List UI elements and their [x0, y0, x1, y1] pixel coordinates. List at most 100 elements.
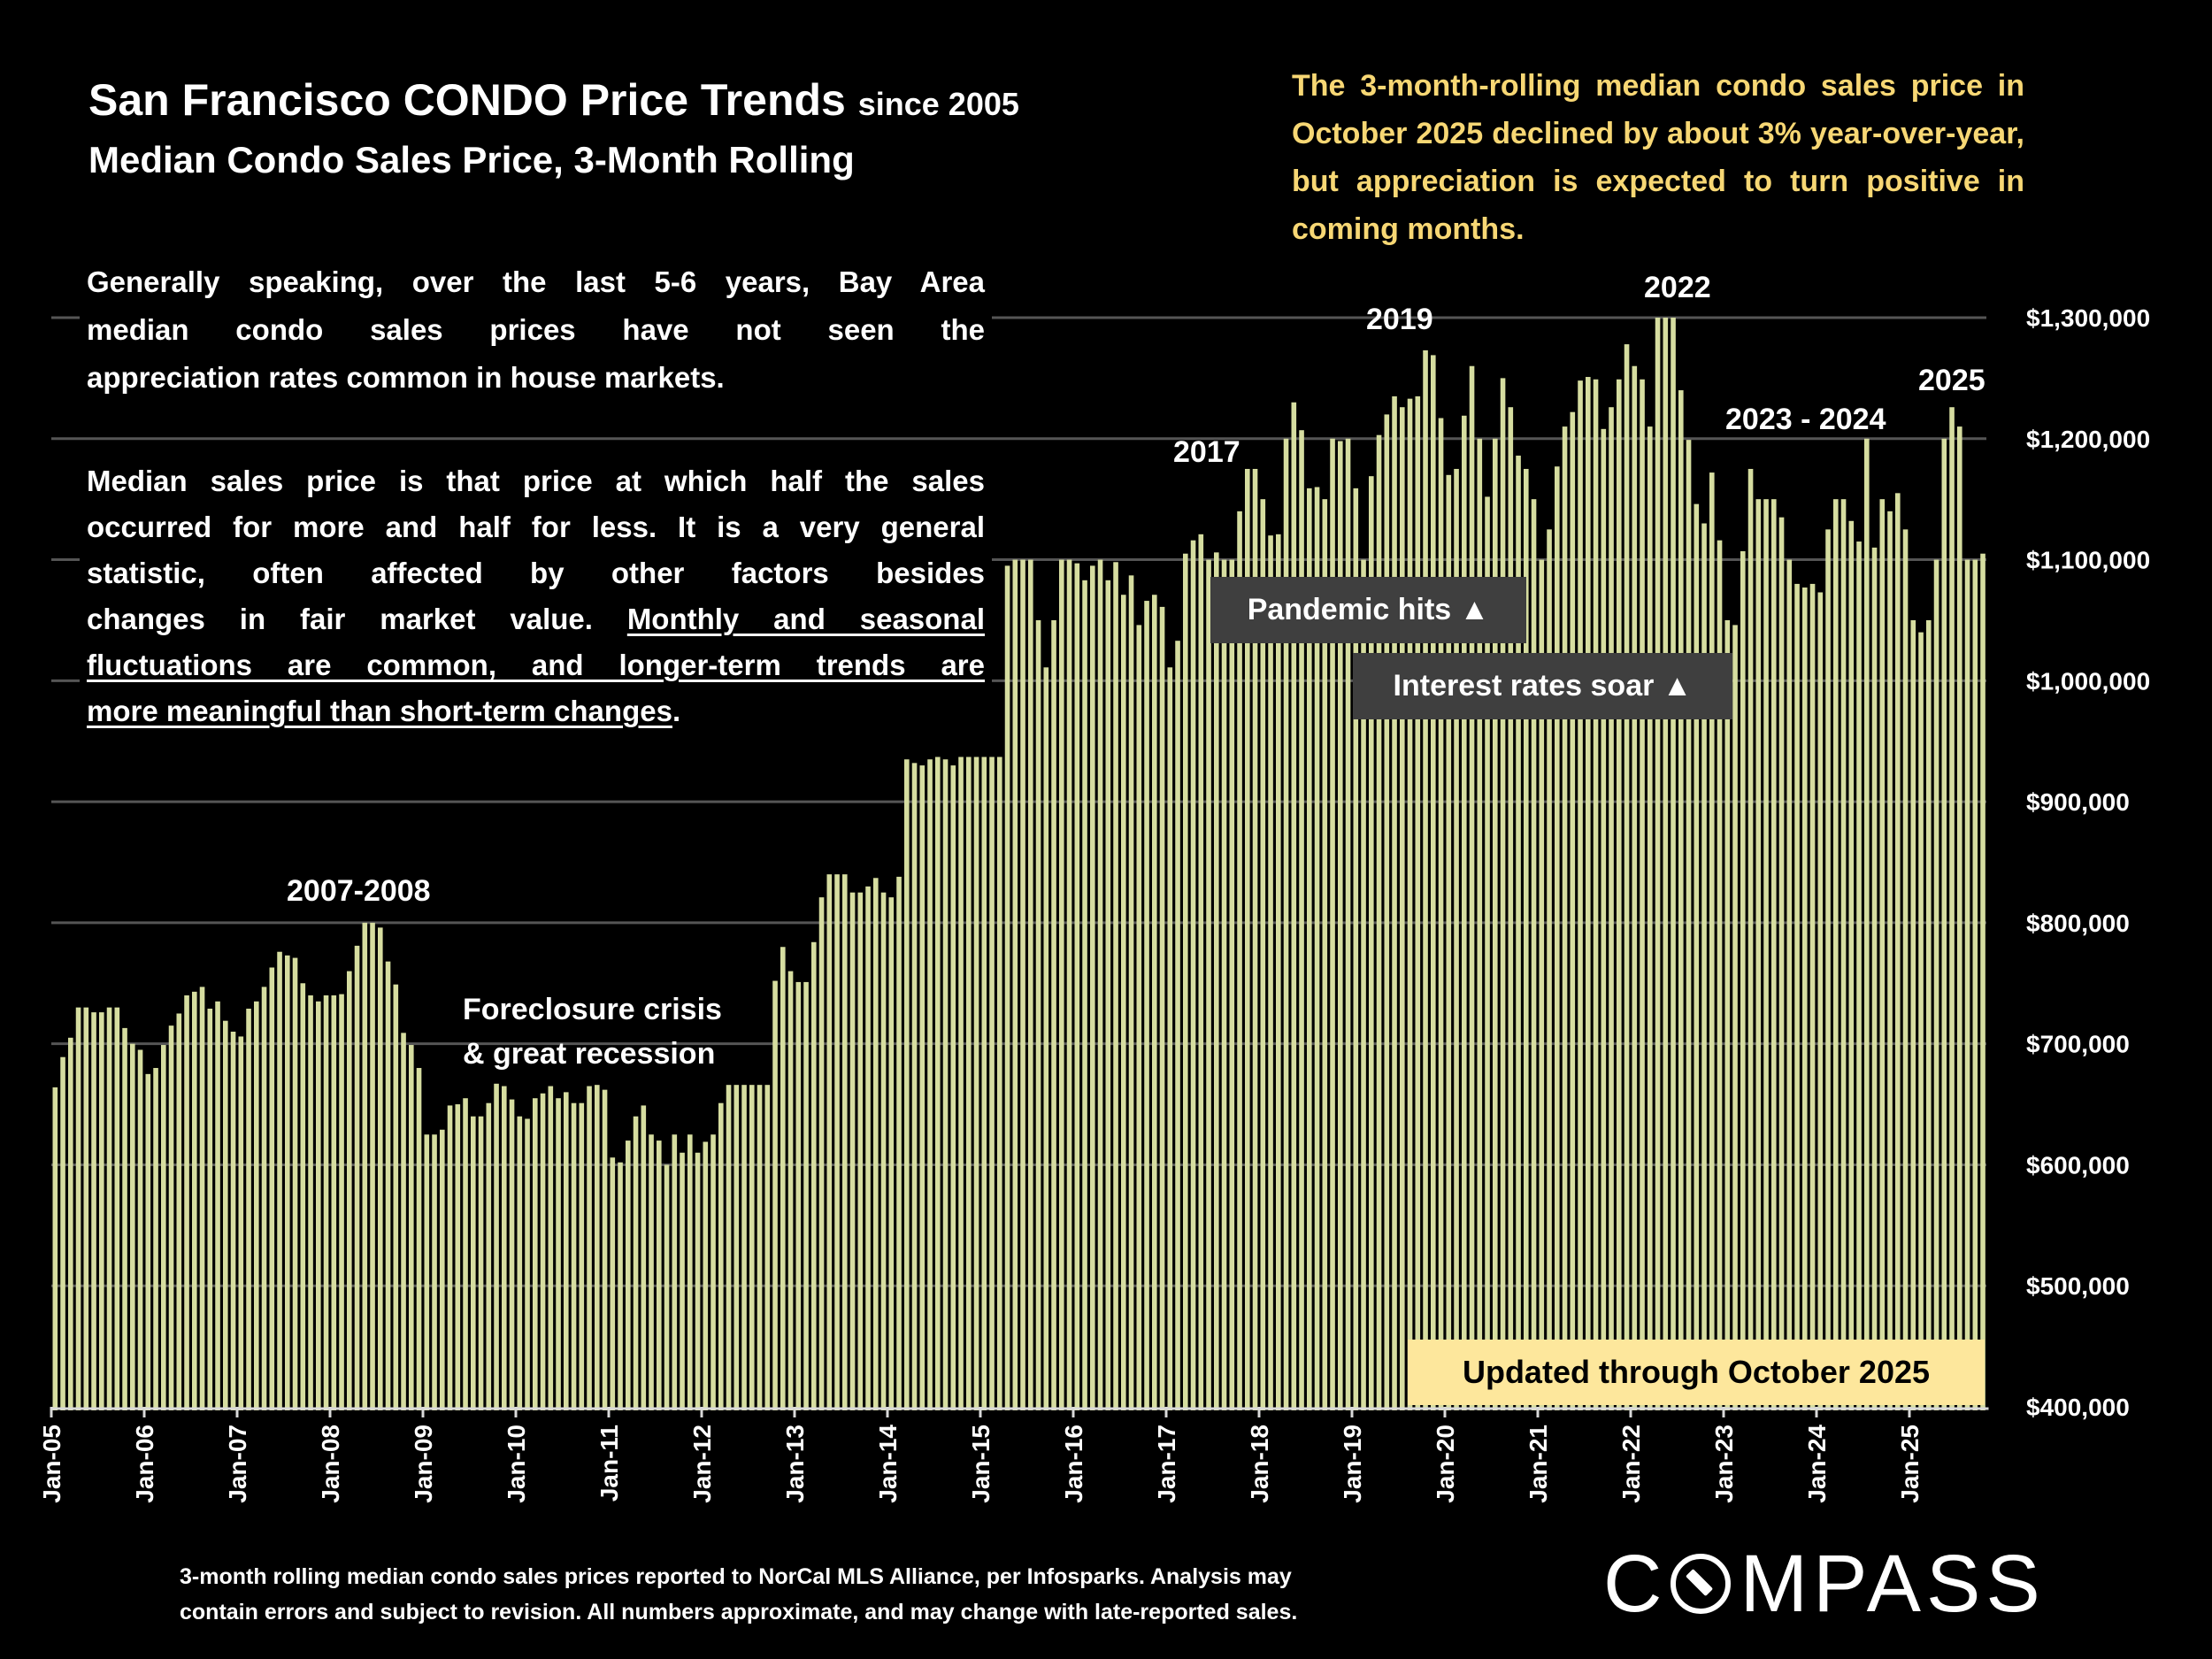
- bar: [1369, 476, 1374, 1410]
- bar: [223, 1020, 228, 1410]
- bar: [145, 1073, 151, 1410]
- bar: [75, 1007, 81, 1410]
- logo-letter-c: C: [1603, 1539, 1668, 1629]
- bar: [68, 1037, 73, 1410]
- bar: [602, 1089, 608, 1410]
- bar: [1159, 606, 1165, 1410]
- bar: [1167, 667, 1173, 1410]
- bar: [1647, 426, 1653, 1411]
- bar: [540, 1093, 546, 1410]
- annotation-2023-2024: 2023 - 2024: [1725, 403, 1886, 436]
- bar: [1539, 559, 1545, 1410]
- bar: [657, 1141, 662, 1410]
- bar: [1586, 377, 1591, 1410]
- intro-paragraph: Generally speaking, over the last 5-6 ye…: [80, 258, 992, 402]
- bar: [726, 1085, 732, 1410]
- bar: [502, 1086, 507, 1410]
- bar: [401, 1033, 406, 1410]
- bar: [1307, 488, 1312, 1410]
- bar: [300, 983, 306, 1410]
- bar: [1871, 547, 1878, 1410]
- bar: [849, 892, 856, 1410]
- bar: [1840, 499, 1847, 1410]
- bar: [533, 1098, 538, 1410]
- bar: [626, 1141, 631, 1410]
- bar: [1786, 559, 1793, 1410]
- bar: [1345, 438, 1351, 1410]
- bar: [1268, 535, 1273, 1410]
- bar: [1887, 511, 1893, 1410]
- x-tick-label: Jan-19: [1339, 1425, 1366, 1503]
- x-tick-label: Jan-11: [595, 1425, 623, 1502]
- x-tick-label: Jan-06: [131, 1425, 158, 1503]
- bar: [1144, 601, 1149, 1410]
- paragraph-line: statistic, often affected by other facto…: [87, 557, 985, 589]
- bar: [1980, 553, 1985, 1410]
- x-tick-label: Jan-07: [224, 1425, 251, 1503]
- paragraph-text: changes in fair market value.: [87, 603, 627, 635]
- bar: [1245, 468, 1250, 1411]
- annotation-foreclosure-line2: & great recession: [463, 1037, 716, 1071]
- x-tick-label: Jan-25: [1896, 1425, 1924, 1503]
- x-tick-label: Jan-08: [317, 1425, 344, 1503]
- bar: [1755, 499, 1762, 1410]
- bar: [463, 1098, 468, 1410]
- bar: [1902, 529, 1909, 1410]
- bar: [680, 1152, 685, 1410]
- underlined-text: more meaningful than short-term changes: [87, 695, 672, 727]
- annotation-2019: 2019: [1366, 303, 1433, 336]
- bar: [1570, 411, 1576, 1411]
- bar: [1763, 499, 1769, 1410]
- bar: [1353, 488, 1359, 1410]
- bar: [52, 1087, 58, 1410]
- bar: [911, 763, 918, 1410]
- bar: [1376, 434, 1382, 1410]
- median-explanation-paragraph: Median sales price is that price at whic…: [80, 458, 992, 734]
- x-tick-label: Jan-13: [781, 1425, 809, 1503]
- bar: [818, 897, 825, 1410]
- bar: [1578, 380, 1583, 1410]
- bar: [1400, 407, 1405, 1410]
- bar: [1771, 499, 1777, 1410]
- bar: [1066, 559, 1072, 1410]
- bar: [1879, 499, 1886, 1410]
- bar: [331, 995, 337, 1410]
- bar: [478, 1116, 484, 1410]
- bar: [1972, 559, 1978, 1410]
- paragraph-line: Generally speaking, over the last 5-6 ye…: [87, 265, 985, 298]
- bar: [1500, 378, 1506, 1410]
- bar: [161, 1045, 166, 1410]
- bar: [1609, 407, 1614, 1410]
- paragraph-line: more meaningful than short-term changes.: [87, 688, 985, 734]
- bar: [440, 1129, 445, 1410]
- bar: [409, 1045, 414, 1410]
- bar: [927, 759, 933, 1410]
- bar: [1276, 534, 1281, 1410]
- bar: [865, 886, 871, 1410]
- bar: [1407, 398, 1413, 1410]
- page-title: San Francisco CONDO Price Trends since 2…: [88, 78, 1019, 122]
- bar: [1291, 402, 1297, 1411]
- bar: [1330, 438, 1335, 1410]
- bar: [1423, 349, 1428, 1411]
- bar: [130, 1043, 135, 1410]
- bar: [780, 947, 786, 1410]
- y-tick-label: $400,000: [2026, 1394, 2130, 1421]
- bar: [695, 1152, 701, 1410]
- bar: [1957, 426, 1962, 1411]
- bar: [1516, 455, 1521, 1410]
- bar: [1338, 441, 1343, 1411]
- bar: [1555, 466, 1560, 1410]
- x-tick-label: Jan-22: [1617, 1425, 1645, 1503]
- bar: [1214, 552, 1219, 1410]
- bar: [137, 1049, 143, 1410]
- annotation-2017: 2017: [1173, 435, 1240, 469]
- bar: [424, 1134, 430, 1410]
- annotation-2022: 2022: [1644, 271, 1711, 304]
- bar: [548, 1086, 554, 1410]
- bar: [1299, 430, 1304, 1410]
- bar: [904, 759, 910, 1410]
- compass-logo: C MPASS: [1603, 1543, 2046, 1624]
- bar: [471, 1116, 476, 1410]
- bar: [1043, 667, 1049, 1410]
